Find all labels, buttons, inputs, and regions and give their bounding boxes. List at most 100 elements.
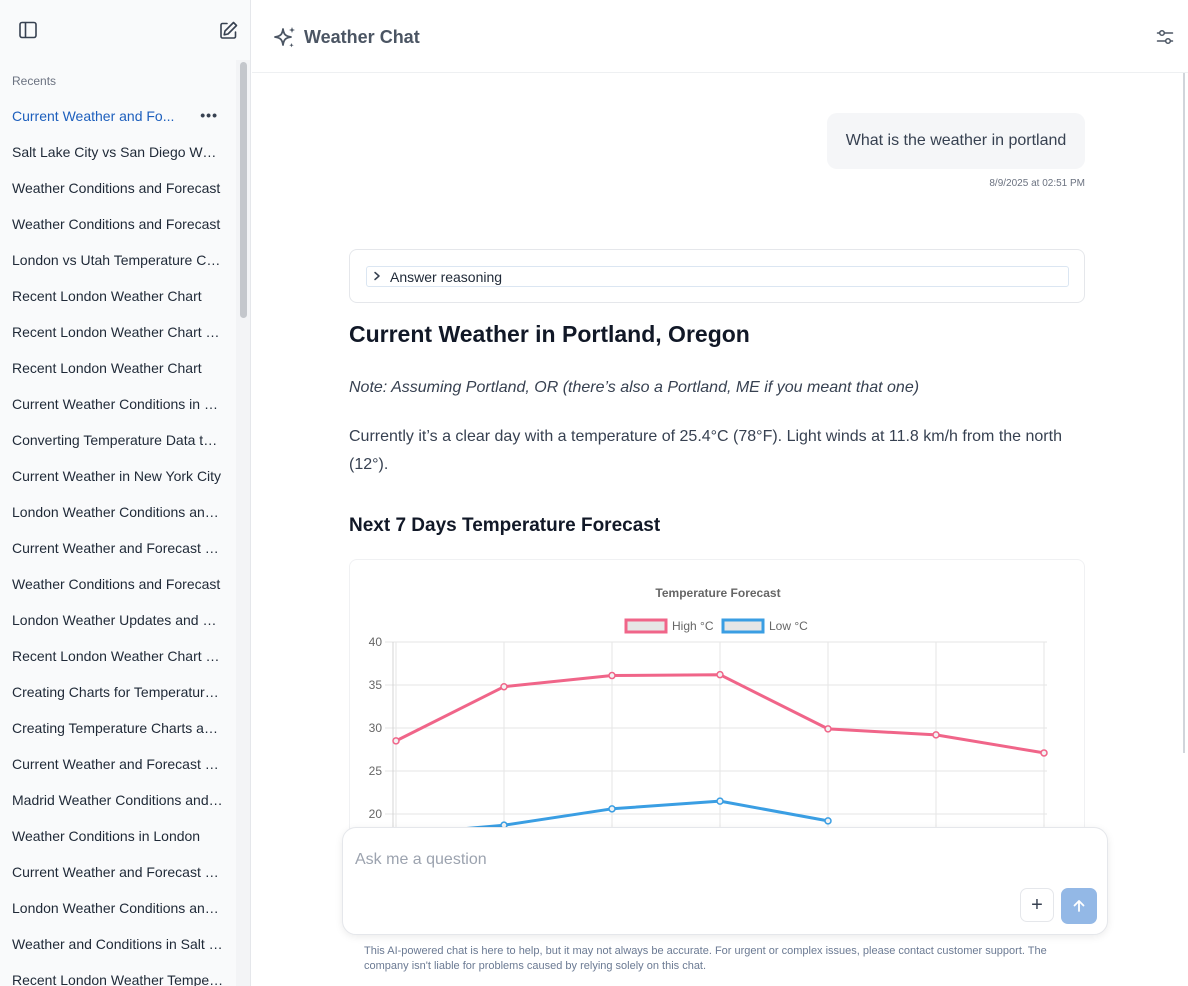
answer-note: Note: Assuming Portland, OR (there’s als… [349, 379, 920, 396]
legend-label[interactable]: High °C [672, 619, 714, 633]
data-point[interactable] [824, 817, 832, 825]
recent-chat-item[interactable]: London Weather Updates and Forecast [0, 602, 236, 638]
answer-reasoning-toggle[interactable]: Answer reasoning [366, 266, 1069, 287]
data-point[interactable] [500, 682, 508, 691]
recent-chat-label: Recent London Weather Temperature Chart [12, 972, 224, 986]
recent-chat-label: London vs Utah Temperature Comparison [12, 252, 224, 268]
recent-chat-label: Weather Conditions and Forecast [12, 180, 221, 196]
recent-chat-label: Recent London Weather Chart [12, 288, 202, 304]
recent-chat-label: London Weather Conditions and Forecast [12, 504, 224, 520]
data-point[interactable] [716, 797, 724, 805]
recent-chat-item[interactable]: Recent London Weather Chart [0, 350, 236, 386]
recent-chat-label: Creating Temperature Charts and Graphs [12, 720, 224, 736]
recent-chat-label: Current Weather Conditions in London [12, 396, 224, 412]
legend-label[interactable]: Low °C [769, 619, 808, 633]
recent-chat-item[interactable]: London Weather Conditions and Forecast [0, 494, 236, 530]
recent-chat-label: London Weather Updates and Forecast [12, 612, 224, 628]
sliders-icon [1156, 29, 1174, 45]
app-title: Weather Chat [304, 27, 420, 47]
recent-chat-item[interactable]: Recent London Weather Chart Update [0, 638, 236, 674]
recent-chat-label: Recent London Weather Chart Update [12, 324, 224, 340]
app-header: Weather Chat [252, 0, 1188, 73]
y-tick-label: 35 [369, 678, 383, 692]
recent-chat-label: Weather Conditions and Forecast [12, 216, 221, 232]
y-tick-label: 25 [369, 764, 383, 778]
data-point[interactable] [932, 731, 940, 739]
forecast-heading: Next 7 Days Temperature Forecast [349, 515, 661, 536]
recent-chat-item[interactable]: Converting Temperature Data to Charts [0, 422, 236, 458]
recent-chat-label: Current Weather and Forecast Overview [12, 756, 224, 772]
recent-chat-item[interactable]: Madrid Weather Conditions and Forecast [0, 782, 236, 818]
data-point[interactable] [608, 671, 616, 680]
recent-chat-item[interactable]: London vs Utah Temperature Comparison [0, 242, 236, 278]
data-point[interactable] [392, 737, 400, 745]
sidebar-scrollbar-thumb[interactable] [240, 62, 247, 318]
answer-paragraph: Currently it’s a clear day with a temper… [349, 428, 1062, 473]
recent-chat-item[interactable]: Current Weather and Fo... ••• [0, 98, 236, 134]
recent-chat-item[interactable]: Current Weather and Forecast Overview [0, 854, 236, 890]
message-timestamp: 8/9/2025 at 02:51 PM [989, 178, 1085, 189]
main-scrollbar[interactable] [1182, 73, 1188, 986]
chart-title: Temperature Forecast [655, 586, 780, 600]
recent-chat-label: Madrid Weather Conditions and Forecast [12, 792, 224, 808]
question-input[interactable] [355, 848, 975, 872]
recent-chat-label: Current Weather and Forecast Overview [12, 864, 224, 880]
recent-chat-label: Recent London Weather Chart [12, 360, 202, 376]
sparkles-icon [274, 27, 295, 48]
recent-chat-label: Current Weather in New York City [12, 468, 222, 484]
more-options-icon[interactable]: ••• [200, 107, 218, 123]
plus-icon: + [1031, 893, 1043, 916]
recents-label: Recents [12, 74, 57, 88]
user-message: What is the weather in portland [827, 113, 1085, 169]
recent-chat-label: Weather Conditions in London [12, 828, 201, 844]
legend-swatch [721, 618, 765, 634]
recent-chat-label: Current Weather and Forecast Overview [12, 540, 224, 556]
recents-list: Current Weather and Fo... ••• Salt Lake Ci… [0, 98, 236, 986]
reasoning-panel: Answer reasoning [349, 249, 1085, 303]
recent-chat-label: Weather and Conditions in Salt Lake City [12, 936, 224, 952]
recent-chat-item[interactable]: London Weather Conditions and Forecast [0, 890, 236, 926]
disclaimer-text: This AI-powered chat is here to help, bu… [364, 945, 1047, 972]
recent-chat-label: Creating Charts for Temperature Data [12, 684, 224, 700]
main-scrollbar-thumb[interactable] [1183, 73, 1185, 753]
data-point[interactable] [824, 725, 832, 733]
recent-chat-label: London Weather Conditions and Forecast [12, 900, 224, 916]
y-tick-label: 30 [369, 721, 383, 735]
reasoning-label: Answer reasoning [390, 268, 503, 285]
sidebar-panel-icon [19, 21, 37, 39]
recent-chat-item[interactable]: Creating Charts for Temperature Data [0, 674, 236, 710]
recent-chat-label: Current Weather and Fo... [12, 108, 175, 124]
recent-chat-label: Weather Conditions and Forecast [12, 576, 221, 592]
recent-chat-item[interactable]: Recent London Weather Temperature Chart [0, 962, 236, 986]
recent-chat-item[interactable]: Weather Conditions and Forecast [0, 170, 236, 206]
toggle-sidebar-button[interactable] [16, 18, 40, 42]
recent-chat-item[interactable]: Creating Temperature Charts and Graphs [0, 710, 236, 746]
message-composer: + [342, 827, 1108, 935]
data-point[interactable] [608, 805, 616, 813]
chevron-right-icon [367, 269, 387, 284]
recent-chat-item[interactable]: Current Weather Conditions in London [0, 386, 236, 422]
recent-chat-item[interactable]: Recent London Weather Chart Update [0, 314, 236, 350]
temperature-chart: Temperature Forecast High °C Low °C 40 35 30 2… [369, 586, 1048, 860]
recent-chat-item[interactable]: Current Weather and Forecast Overview [0, 530, 236, 566]
recent-chat-item[interactable]: Weather Conditions in London [0, 818, 236, 854]
new-chat-button[interactable] [216, 18, 240, 42]
recent-chat-item[interactable]: Weather Conditions and Forecast [0, 206, 236, 242]
answer-heading: Current Weather in Portland, Oregon [349, 321, 750, 347]
data-point[interactable] [716, 670, 724, 679]
temperature-chart-card: Temperature Forecast High °C Low °C 40 35 30 2… [349, 559, 1085, 860]
recent-chat-item[interactable]: Current Weather and Forecast Overview [0, 746, 236, 782]
add-attachment-button[interactable]: + [1020, 888, 1054, 922]
y-tick-label: 40 [369, 635, 383, 649]
arrow-up-icon [1073, 900, 1085, 912]
recent-chat-label: Salt Lake City vs San Diego Weather [12, 144, 224, 160]
send-button[interactable] [1061, 888, 1097, 924]
sidebar: Recents Current Weather and Fo... ••• Salt… [0, 0, 251, 986]
recent-chat-item[interactable]: Salt Lake City vs San Diego Weather [0, 134, 236, 170]
recent-chat-item[interactable]: Weather Conditions and Forecast [0, 566, 236, 602]
recent-chat-item[interactable]: Recent London Weather Chart [0, 278, 236, 314]
data-point[interactable] [1040, 749, 1048, 757]
settings-button[interactable] [1156, 28, 1174, 46]
recent-chat-item[interactable]: Weather and Conditions in Salt Lake City [0, 926, 236, 962]
recent-chat-item[interactable]: Current Weather in New York City [0, 458, 236, 494]
